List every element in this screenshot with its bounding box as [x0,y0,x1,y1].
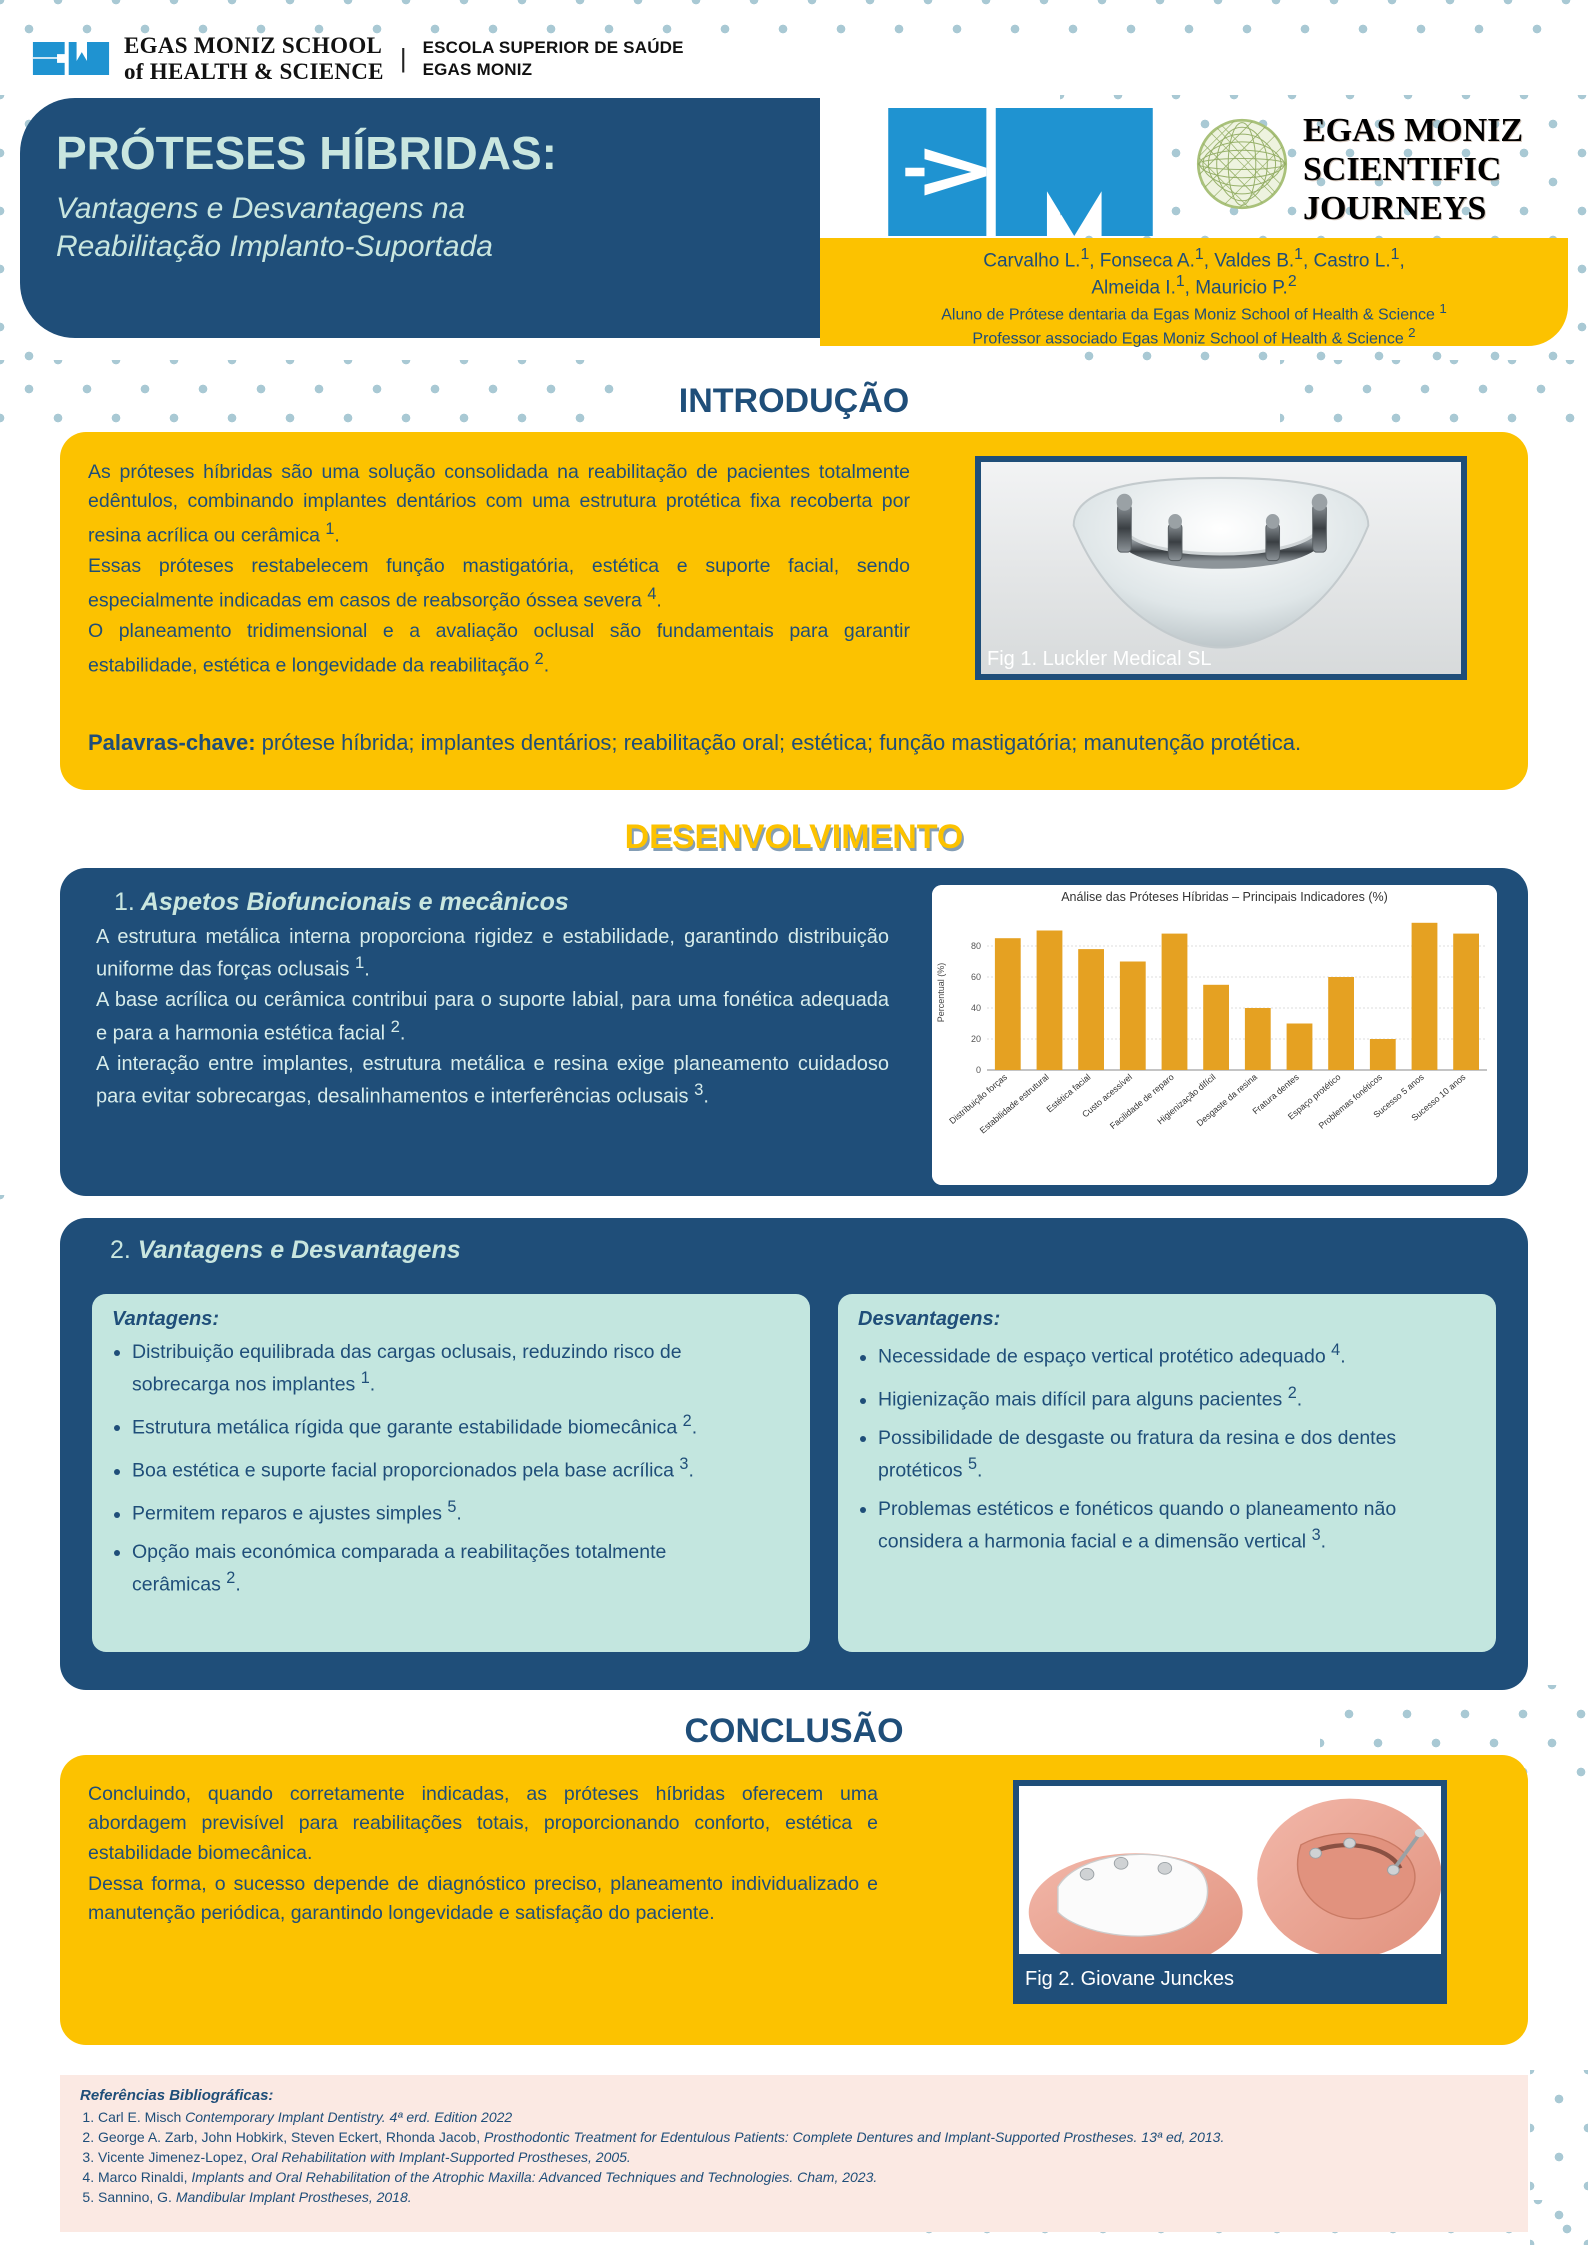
svg-text:Análise das Próteses Híbridas: Análise das Próteses Híbridas – Principa… [1061,890,1388,904]
svg-text:0: 0 [976,1065,981,1075]
svg-text:40: 40 [971,1003,981,1013]
svg-text:Percentual (%): Percentual (%) [936,963,946,1023]
svg-text:20: 20 [971,1034,981,1044]
svg-text:80: 80 [971,941,981,951]
svg-text:60: 60 [971,972,981,982]
